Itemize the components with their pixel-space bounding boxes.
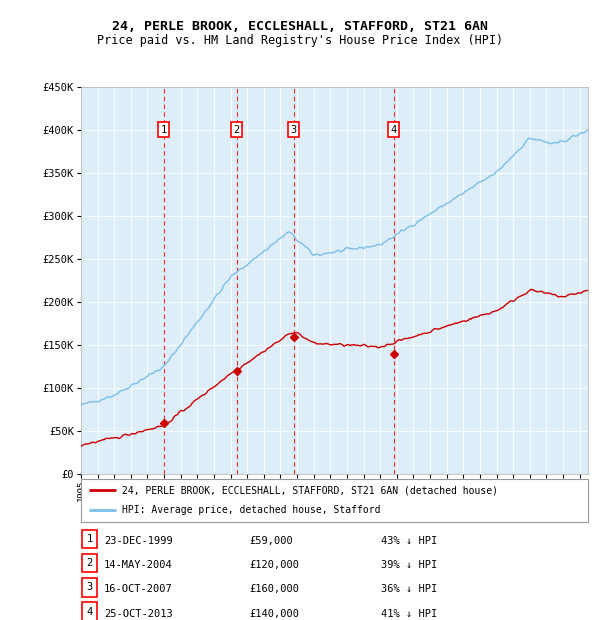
Text: £120,000: £120,000: [249, 560, 299, 570]
Text: 39% ↓ HPI: 39% ↓ HPI: [381, 560, 437, 570]
Text: 25-OCT-2013: 25-OCT-2013: [104, 609, 173, 619]
FancyBboxPatch shape: [81, 479, 588, 522]
Text: 14-MAY-2004: 14-MAY-2004: [104, 560, 173, 570]
FancyBboxPatch shape: [82, 578, 97, 596]
Text: 24, PERLE BROOK, ECCLESHALL, STAFFORD, ST21 6AN (detached house): 24, PERLE BROOK, ECCLESHALL, STAFFORD, S…: [122, 485, 497, 495]
FancyBboxPatch shape: [82, 530, 97, 548]
Text: 2: 2: [86, 558, 92, 569]
Text: Price paid vs. HM Land Registry's House Price Index (HPI): Price paid vs. HM Land Registry's House …: [97, 34, 503, 47]
FancyBboxPatch shape: [82, 554, 97, 572]
Text: HPI: Average price, detached house, Stafford: HPI: Average price, detached house, Staf…: [122, 505, 380, 515]
Text: 36% ↓ HPI: 36% ↓ HPI: [381, 585, 437, 595]
Text: 4: 4: [391, 125, 397, 135]
Text: 41% ↓ HPI: 41% ↓ HPI: [381, 609, 437, 619]
Text: £160,000: £160,000: [249, 585, 299, 595]
FancyBboxPatch shape: [82, 603, 97, 620]
Text: 43% ↓ HPI: 43% ↓ HPI: [381, 536, 437, 546]
Text: £140,000: £140,000: [249, 609, 299, 619]
Text: 1: 1: [86, 534, 92, 544]
Text: 4: 4: [86, 606, 92, 617]
Text: 3: 3: [86, 582, 92, 593]
Text: 16-OCT-2007: 16-OCT-2007: [104, 585, 173, 595]
Text: 2: 2: [233, 125, 240, 135]
Text: 23-DEC-1999: 23-DEC-1999: [104, 536, 173, 546]
Text: 24, PERLE BROOK, ECCLESHALL, STAFFORD, ST21 6AN: 24, PERLE BROOK, ECCLESHALL, STAFFORD, S…: [112, 20, 488, 33]
Text: 3: 3: [290, 125, 297, 135]
Text: £59,000: £59,000: [249, 536, 293, 546]
Text: 1: 1: [160, 125, 167, 135]
